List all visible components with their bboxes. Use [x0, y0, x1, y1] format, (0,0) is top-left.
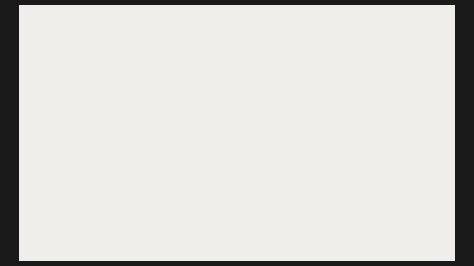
Text: Pr: Pr: [337, 119, 345, 128]
Text: $\ddagger$: $\ddagger$: [292, 48, 300, 61]
Text: propyl bromide: propyl bromide: [27, 107, 76, 112]
Text: thiol: thiol: [357, 119, 374, 128]
Text: $\delta^-$: $\delta^-$: [184, 90, 193, 98]
Text: $^+$: $^+$: [145, 89, 150, 94]
Text: C: C: [349, 89, 355, 98]
Text: Na: Na: [130, 87, 141, 96]
Text: SH: SH: [150, 87, 160, 96]
Text: $\delta^+$: $\delta^+$: [65, 93, 75, 102]
Text: C: C: [219, 94, 225, 103]
Text: $\delta^+$: $\delta^+$: [196, 43, 206, 52]
Text: HS: HS: [331, 84, 341, 93]
Text: H: H: [355, 80, 359, 85]
Text: $CH_2CH_3$: $CH_2CH_3$: [359, 88, 384, 97]
Text: Br: Br: [218, 29, 224, 34]
Text: $\delta^-$: $\delta^-$: [84, 94, 95, 102]
Text: S: S: [193, 54, 198, 63]
Text: $\sigma_{C-Br}$: $\sigma_{C-Br}$: [261, 45, 278, 53]
Text: $\delta^-$: $\delta^-$: [261, 90, 271, 98]
Text: Br: Br: [115, 37, 123, 46]
Text: $\delta^-$: $\delta^-$: [189, 62, 198, 70]
Text: H: H: [235, 74, 241, 82]
Text: H: H: [355, 103, 359, 107]
Text: S: S: [137, 133, 141, 142]
Text: O: O: [137, 110, 143, 119]
Text: $H_2C$: $H_2C$: [209, 113, 223, 122]
Text: $3°$: $3°$: [189, 32, 198, 40]
Text: ||: ||: [136, 122, 141, 130]
Text: Br: Br: [246, 94, 254, 103]
Text: $\sigma^*_{C-Br}$: $\sigma^*_{C-Br}$: [225, 43, 242, 54]
Text: DMSO: DMSO: [131, 147, 151, 152]
Text: Br: Br: [109, 101, 117, 110]
Text: or: or: [165, 37, 173, 46]
Text: H: H: [224, 119, 228, 124]
Text: CHE 255 Spring 2018 Exam 3 Review Session April 11: CHE 255 Spring 2018 Exam 3 Review Sessio…: [26, 12, 270, 21]
Text: -: -: [345, 87, 348, 96]
Text: $\delta^-$: $\delta^-$: [125, 30, 135, 38]
Text: 1°: 1°: [76, 60, 84, 69]
Text: $\delta^-$: $\delta^-$: [225, 21, 234, 29]
Text: $\delta^-$: $\delta^-$: [119, 93, 129, 101]
Text: $\delta^+$: $\delta^+$: [87, 48, 97, 57]
Text: HS: HS: [188, 94, 199, 103]
Text: $\delta^+$: $\delta^+$: [197, 18, 206, 27]
Text: $3°$: $3°$: [218, 55, 226, 63]
